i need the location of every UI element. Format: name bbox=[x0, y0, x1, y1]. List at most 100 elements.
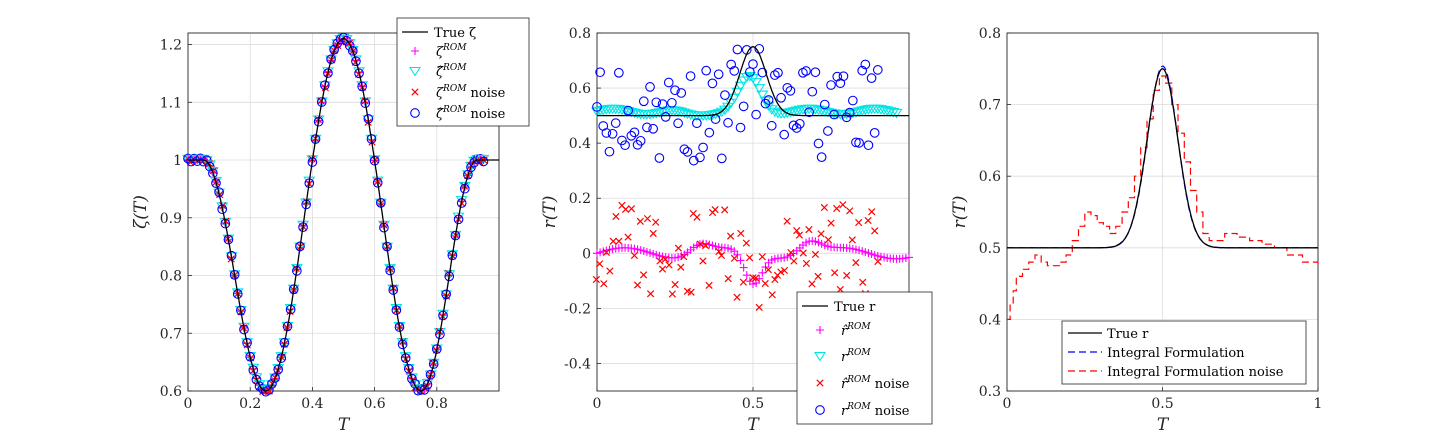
x-tick-label: 0.6 bbox=[363, 396, 385, 412]
r-rom-noise-point bbox=[660, 112, 671, 122]
r-hat-rom-noise-point bbox=[874, 257, 882, 266]
r-hat-rom-noise-point bbox=[680, 253, 688, 261]
r-rom-noise-point bbox=[720, 90, 730, 100]
r-rom-noise-point bbox=[595, 67, 605, 78]
r-hat-rom-noise-point bbox=[793, 227, 801, 235]
zeta-hat-rom-point bbox=[290, 264, 303, 274]
r-rom-point bbox=[647, 109, 660, 120]
zeta-hat-rom-noise-point bbox=[354, 68, 364, 79]
r-rom-noise-point bbox=[869, 127, 880, 138]
y-tick-label: -0.4 bbox=[564, 356, 591, 372]
chart-1: 0 0.2 0.4 0.6 0.8 0.6 0.7 0.8 0.9 1 1.1 1.2 Tζ(T) Tru… bbox=[131, 17, 530, 435]
zeta-hat-rom-noise-point bbox=[220, 218, 231, 229]
r-hat-rom-noise-point bbox=[658, 265, 667, 273]
r-hat-rom-noise-point bbox=[764, 266, 772, 274]
zeta-hat-rom-noise-point bbox=[351, 56, 361, 67]
zeta-rom-noise-point bbox=[292, 264, 300, 273]
r-rom-noise-point bbox=[663, 77, 674, 88]
y-tick-label: 0.6 bbox=[979, 169, 1001, 185]
r-hat-rom-noise-point bbox=[846, 207, 854, 215]
r-hat-rom-noise-point bbox=[755, 303, 763, 312]
r-hat-rom-noise-point bbox=[848, 236, 856, 244]
r-rom-noise-point bbox=[670, 85, 680, 96]
r-hat-rom-noise-point bbox=[665, 261, 673, 269]
zeta-hat-rom-noise-point bbox=[232, 289, 243, 299]
r-rom-noise-point bbox=[829, 109, 839, 120]
legend-box bbox=[1061, 320, 1307, 385]
r-hat-rom-noise-point bbox=[724, 275, 732, 283]
r-rom-noise-point bbox=[676, 88, 687, 98]
x-tick-label: 0.2 bbox=[239, 396, 261, 412]
r-rom-noise-point bbox=[613, 67, 624, 78]
y-tick-label: 0.8 bbox=[569, 26, 591, 42]
r-hat-rom-noise-point bbox=[615, 237, 623, 245]
r-rom-noise-point bbox=[748, 59, 758, 69]
legend-marker bbox=[816, 379, 824, 387]
chart-3: 0 0.5 1 0.3 0.4 0.5 0.6 0.7 0.8 Tr(T) True r Integr… bbox=[950, 26, 1322, 435]
r-hat-rom-noise-point bbox=[758, 253, 766, 261]
r-hat-rom-noise-point bbox=[609, 237, 617, 245]
r-hat-rom-noise-point bbox=[790, 257, 798, 265]
r-hat-rom-noise-point bbox=[730, 254, 739, 262]
r-hat-rom-noise-point bbox=[606, 267, 614, 275]
r-rom-noise-point bbox=[691, 118, 702, 129]
r-hat-rom-noise-point bbox=[600, 280, 608, 288]
r-hat-rom-noise-point bbox=[643, 214, 652, 223]
r-rom-noise-point bbox=[872, 65, 883, 75]
r-hat-rom-noise-point bbox=[833, 204, 841, 213]
legend-marker bbox=[411, 47, 419, 55]
r-hat-rom-noise-point bbox=[752, 274, 760, 282]
zeta-rom-noise-point bbox=[219, 202, 227, 210]
r-rom-noise-point bbox=[819, 99, 830, 110]
r-rom-noise-point bbox=[701, 65, 712, 76]
r-rom-noise-point bbox=[610, 118, 621, 128]
r-rom-point bbox=[734, 81, 747, 92]
r-hat-rom-noise-point bbox=[677, 263, 685, 271]
y-axis-label: ζ(T) bbox=[131, 195, 151, 229]
r-rom-point bbox=[859, 105, 872, 116]
x-tick-label: 0 bbox=[1003, 396, 1012, 412]
r-hat-rom-noise-point bbox=[817, 230, 825, 238]
r-rom-noise-point bbox=[813, 138, 824, 149]
r-rom-noise-point bbox=[592, 101, 602, 112]
zeta-hat-rom-point bbox=[321, 67, 334, 77]
r-hat-rom-noise-point bbox=[711, 206, 719, 214]
legend-label: Integral Formulation bbox=[1107, 346, 1245, 361]
r-rom-noise-point bbox=[823, 126, 833, 136]
zeta-hat-rom-point bbox=[458, 181, 471, 192]
r-rom-point bbox=[650, 108, 663, 119]
r-hat-rom-noise-point bbox=[742, 239, 750, 247]
r-hat-rom-noise-point bbox=[596, 260, 604, 268]
r-rom-noise-point bbox=[704, 127, 715, 138]
zeta-hat-rom-point bbox=[237, 322, 250, 333]
r-rom-noise-point bbox=[866, 73, 877, 83]
zeta-hat-rom-noise-point bbox=[400, 353, 411, 363]
r-rom-noise-point bbox=[617, 135, 627, 146]
y-tick-label: 1.2 bbox=[160, 38, 182, 54]
y-tick-label: 0.2 bbox=[569, 191, 591, 207]
r-hat-rom-noise-point bbox=[721, 206, 729, 214]
y-tick-label: 0.9 bbox=[160, 211, 182, 227]
r-hat-rom-noise-point bbox=[705, 281, 713, 289]
r-rom-noise-point bbox=[751, 109, 761, 120]
r-rom-noise-point bbox=[763, 95, 774, 105]
zeta-hat-rom-noise-point bbox=[360, 98, 371, 109]
r-rom-noise-point bbox=[726, 59, 737, 70]
r-rom-noise-point bbox=[723, 117, 733, 128]
r-rom-noise-point bbox=[648, 123, 659, 134]
zeta-hat-rom-noise-point bbox=[419, 385, 430, 395]
r-rom-noise-point bbox=[851, 137, 861, 148]
r-hat-rom-noise-point bbox=[649, 229, 657, 238]
r-hat-rom-noise-point bbox=[592, 275, 601, 284]
legend: True r r̂ROM rROM r̂ROM noise rROM noise bbox=[796, 291, 933, 425]
legend-marker bbox=[409, 66, 421, 77]
zeta-hat-rom-point bbox=[381, 242, 394, 253]
r-rom-noise-point bbox=[832, 71, 843, 82]
r-rom-noise-point bbox=[642, 122, 652, 133]
r-rom-noise-point bbox=[773, 67, 783, 78]
zeta-rom-noise-point bbox=[435, 327, 444, 336]
r-rom-noise-point bbox=[769, 70, 780, 80]
legend-label: Integral Formulation noise bbox=[1107, 365, 1284, 380]
zeta-hat-rom-noise-point bbox=[223, 234, 234, 245]
r-hat-rom-point bbox=[742, 271, 751, 280]
